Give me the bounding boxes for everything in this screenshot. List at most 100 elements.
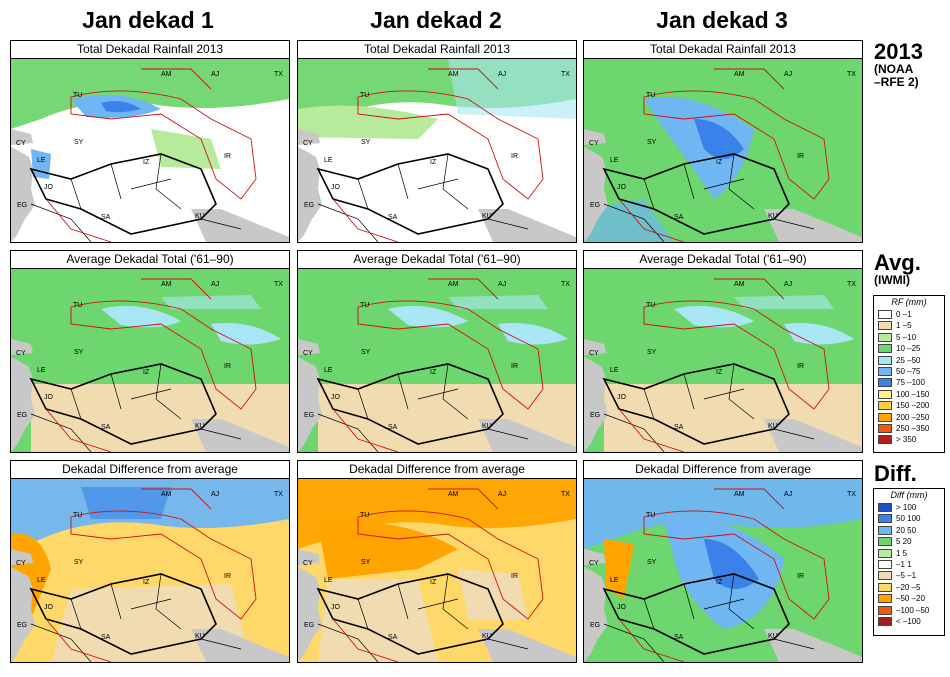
difference-legend-label: 5 20 <box>896 537 912 547</box>
row-label-diff: Diff. <box>874 462 917 485</box>
map-label-ku: KU <box>482 633 492 640</box>
map-label-ir: IR <box>511 153 518 160</box>
accent-zone <box>644 97 754 199</box>
rainfall-legend-label: 0 –1 <box>896 310 912 319</box>
admin-outline <box>357 300 544 410</box>
map-label-am: AM <box>161 71 172 78</box>
province-borders <box>70 153 182 210</box>
rainfall-legend: RF (mm) 0 –1 1 –5 5 –10 10 –25 25 –50 50 –75 7… <box>873 295 945 453</box>
map-label-ir: IR <box>511 363 518 370</box>
map-label-le: LE <box>37 367 46 374</box>
rainfall-legend-label: 150 –200 <box>896 401 930 411</box>
admin-outline <box>45 278 212 452</box>
map-label-eg: EG <box>17 202 27 209</box>
map-label-sy: SY <box>74 559 84 566</box>
mediterranean-sea <box>298 567 322 662</box>
rainfall-legend-swatch <box>878 435 892 445</box>
map-label-tx: TX <box>561 71 570 78</box>
rainfall-map: AM AJ TX TU SY IR CY LE JO EG SA KU IZ <box>11 479 289 662</box>
rainfall-map: AM AJ TX TU SY IR CY LE JO EG SA KU IZ <box>298 479 576 662</box>
map-label-ir: IR <box>224 363 231 370</box>
map-label-cy: CY <box>589 560 599 567</box>
map-label-iz: IZ <box>143 369 150 376</box>
accent-zone <box>784 323 854 345</box>
country-border <box>316 363 504 445</box>
difference-legend-swatch <box>878 616 892 626</box>
country-border <box>603 413 815 452</box>
difference-legend-label: –100 –50 <box>896 605 930 615</box>
rainfall-legend-label: 25 –50 <box>896 355 921 365</box>
rainfall-legend-label: 10 –25 <box>896 344 921 354</box>
map-label-am: AM <box>448 281 459 288</box>
map-label-am: AM <box>161 281 172 288</box>
difference-legend-row: –100 –50 <box>874 605 944 616</box>
admin-outline <box>70 90 257 200</box>
map-label-tu: TU <box>73 302 82 309</box>
rainfall-legend-label: 250 –350 <box>896 423 930 433</box>
rainfall-legend-swatch <box>878 321 892 331</box>
difference-legend-row: –5 –1 <box>874 570 944 581</box>
map-label-ir: IR <box>797 363 804 370</box>
rainfall-legend-swatch <box>878 378 892 388</box>
map-label-tu: TU <box>646 512 655 519</box>
map-label-cy: CY <box>303 350 313 357</box>
map-label-eg: EG <box>590 622 600 629</box>
north-rain-band <box>11 269 289 339</box>
difference-legend-row: 5 20 <box>874 536 944 547</box>
rainfall-map: AM AJ TX TU SY IR CY LE JO EG SA KU IZ <box>584 269 862 452</box>
difference-legend-label: –1 1 <box>896 559 912 569</box>
map-label-eg: EG <box>590 202 600 209</box>
map-panel-title: Total Dekadal Rainfall 2013 <box>298 41 576 59</box>
map-label-aj: AJ <box>784 491 792 498</box>
row-label-avg: Avg. (IWMI) <box>874 251 921 287</box>
accent-zone <box>674 305 754 328</box>
admin-outline <box>70 300 257 410</box>
map-label-aj: AJ <box>211 71 219 78</box>
map-label-tu: TU <box>73 92 82 99</box>
rainfall-legend-row: 200 –250 <box>874 412 944 423</box>
row-label-diff-title: Diff. <box>874 461 917 486</box>
map-panel-title: Average Dekadal Total ('61–90) <box>11 251 289 269</box>
rainfall-legend-label: 75 –100 <box>896 378 925 388</box>
rainfall-legend-row: 5 –10 <box>874 332 944 343</box>
country-border <box>317 203 529 242</box>
country-border <box>30 413 242 452</box>
rainfall-legend-swatch <box>878 310 892 319</box>
map-label-ir: IR <box>224 153 231 160</box>
map-label-iz: IZ <box>430 159 437 166</box>
map-label-jo: JO <box>617 604 627 611</box>
accent-zone <box>448 59 576 119</box>
admin-outline <box>618 488 785 662</box>
province-borders <box>643 573 755 630</box>
province-borders <box>70 363 182 420</box>
rainfall-legend-label: 200 –250 <box>896 412 930 422</box>
rainfall-legend-swatch <box>878 332 892 342</box>
admin-outline <box>45 68 212 242</box>
difference-legend-swatch <box>878 548 892 558</box>
map-label-sy: SY <box>361 349 371 356</box>
map-label-ku: KU <box>768 213 778 220</box>
accent-zone <box>81 487 171 519</box>
difference-legend-row: > 100 <box>874 502 944 513</box>
persian-gulf <box>478 419 576 452</box>
accent-zone <box>318 579 438 662</box>
mediterranean-sea <box>298 147 322 242</box>
map-label-eg: EG <box>590 412 600 419</box>
accent-zone <box>388 305 468 328</box>
map-label-jo: JO <box>617 184 627 191</box>
map-panel-row3-col1: Dekadal Difference from average AM AJ TX TU S… <box>10 460 290 663</box>
rainfall-legend-row: 25 –50 <box>874 355 944 366</box>
map-label-sa: SA <box>674 634 684 641</box>
accent-zone <box>458 569 528 619</box>
admin-outline <box>70 510 257 620</box>
rainfall-legend-label: 1 –5 <box>896 321 912 331</box>
north-rain-band <box>298 479 576 549</box>
map-label-sa: SA <box>674 424 684 431</box>
rainfall-legend-swatch <box>878 355 892 365</box>
country-border <box>29 153 217 235</box>
map-label-iz: IZ <box>143 579 150 586</box>
map-label-jo: JO <box>44 394 54 401</box>
rainfall-legend-label: 50 –75 <box>896 366 921 376</box>
map-label-tu: TU <box>360 92 369 99</box>
persian-gulf <box>764 209 862 242</box>
